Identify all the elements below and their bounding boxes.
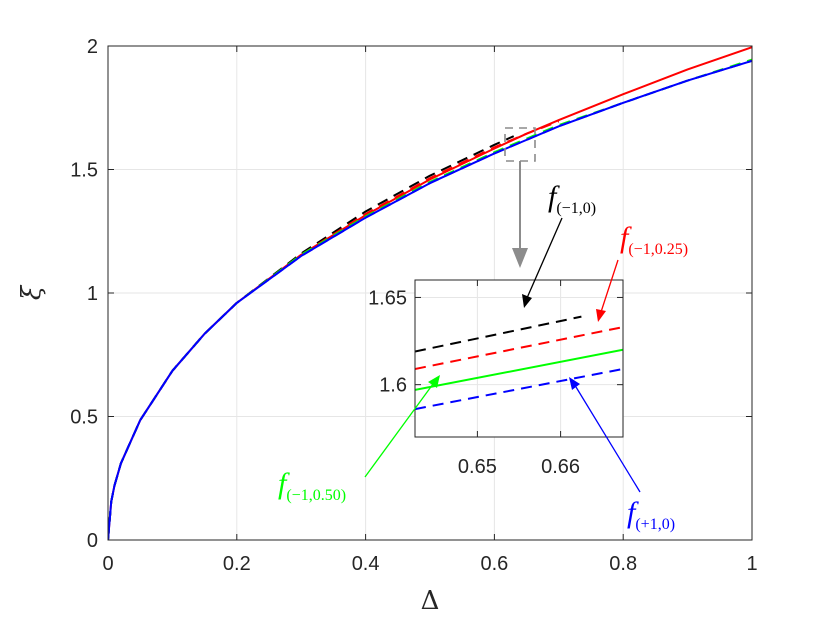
- inset-series-line-2: [415, 348, 623, 391]
- inset-y-tick-label: 1.65: [368, 287, 407, 309]
- inset-plot-area: [415, 280, 623, 437]
- svg-text:f(−1,0): f(−1,0): [548, 180, 596, 217]
- inset-x-tick-label: 0.66: [541, 456, 580, 478]
- inset-y-tick-label: 1.6: [379, 375, 407, 397]
- x-tick-label: 0: [102, 553, 113, 575]
- inset-grid: [415, 280, 623, 437]
- x-tick-label: 0.4: [352, 553, 380, 575]
- x-tick-label: 0.6: [480, 553, 508, 575]
- main-ticks: 0 0.2 0.4 0.6 0.8 1 0 0.5 1 1.5 2: [70, 36, 757, 575]
- inset-frame: [414, 279, 624, 438]
- y-tick-label: 1: [87, 283, 98, 305]
- annotation-red: f(−1,0.25): [596, 221, 688, 322]
- inset-series-line-0: [415, 315, 582, 353]
- y-tick-label: 0.5: [70, 407, 98, 429]
- y-tick-label: 2: [87, 36, 98, 58]
- y-axis-label: ξ: [17, 284, 47, 300]
- inset-x-tick-label: 0.65: [458, 456, 497, 478]
- x-tick-label: 1: [746, 553, 757, 575]
- x-axis-label: Δ: [421, 586, 440, 616]
- annotation-black: f(−1,0): [522, 180, 596, 308]
- x-tick-label: 0.2: [223, 553, 251, 575]
- series-line-5: [108, 59, 752, 540]
- zoom-connector-arrowhead: [512, 248, 528, 268]
- y-tick-label: 0: [87, 530, 98, 552]
- main-series-group: [108, 46, 752, 540]
- inset-series-group: [415, 315, 623, 411]
- x-tick-label: 0.8: [609, 553, 637, 575]
- inset-ticks: 0.65 0.66 1.6 1.65: [368, 280, 623, 478]
- y-tick-label: 1.5: [70, 160, 98, 182]
